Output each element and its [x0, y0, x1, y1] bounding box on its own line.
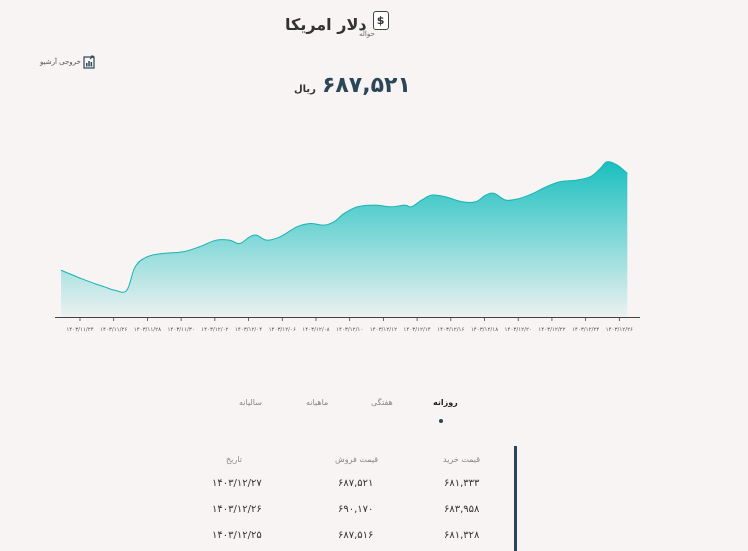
x-tick-label: ۱۴۰۳/۱۲/۰۶: [269, 327, 296, 333]
x-tick-label: ۱۴۰۳/۱۲/۱۲: [370, 327, 397, 333]
file-chart-icon: [83, 55, 95, 69]
page-subtitle: حواله: [359, 30, 375, 38]
row-1-date: ۱۴۰۳/۱۲/۲۷: [212, 478, 262, 489]
x-tick-label: ۱۴۰۳/۱۱/۲۴: [66, 327, 93, 333]
row-1-sell: ۶۸۷,۵۲۱: [338, 478, 374, 489]
x-tick-label: ۱۴۰۳/۱۲/۱۸: [471, 327, 498, 333]
dollar-sign-icon: $: [372, 11, 389, 30]
x-tick-label: ۱۴۰۳/۱۱/۲۶: [100, 327, 127, 333]
price-area-chart: ۱۴۰۳/۱۱/۲۴ ۱۴۰۳/۱۱/۲۶ ۱۴۰۳/۱۱/۲۸ ۱۴۰۳/۱۱/۳۰…: [55, 161, 640, 333]
x-tick-label: ۱۴۰۳/۱۲/۲۲: [538, 327, 565, 333]
x-tick-label: ۱۴۰۳/۱۲/۱۶: [437, 327, 464, 333]
row-3-date: ۱۴۰۳/۱۲/۲۵: [212, 530, 262, 541]
x-tick-label: ۱۴۰۳/۱۱/۲۸: [134, 327, 161, 333]
x-tick-label: ۱۴۰۳/۱۲/۰۸: [302, 327, 329, 333]
row-2-sell: ۶۹۰,۱۷۰: [338, 504, 374, 515]
x-tick-label: ۱۴۰۳/۱۲/۰۲: [201, 327, 228, 333]
x-tick-label: ۱۴۰۳/۱۲/۱۰: [336, 327, 363, 333]
page-title: دلار امریکا: [285, 15, 367, 34]
x-tick-label: ۱۴۰۳/۱۱/۳۰: [167, 327, 194, 333]
x-tick-label: ۱۴۰۳/۱۲/۱۴: [403, 327, 430, 333]
x-tick-label: ۱۴۰۳/۱۲/۲۰: [505, 327, 532, 333]
chart-series-line: [60, 161, 628, 293]
header-buy: قیمت خرید: [443, 455, 481, 464]
row-2-buy: ۶۸۳,۹۵۸: [444, 504, 480, 515]
table-scrollbar[interactable]: [514, 446, 517, 551]
tab-daily[interactable]: روزانه: [433, 398, 458, 407]
row-1-buy: ۶۸۱,۳۳۳: [444, 478, 480, 489]
export-archive-button[interactable]: خروجی آرشیو: [40, 55, 95, 69]
header-sell: قیمت فروش: [335, 455, 379, 464]
x-tick-label: ۱۴۰۳/۱۲/۰۴: [235, 327, 262, 333]
price-unit: ریال: [294, 84, 316, 95]
tab-yearly[interactable]: سالیانه: [239, 398, 262, 407]
row-3-sell: ۶۸۷,۵۱۶: [338, 530, 374, 541]
period-tabs: سالیانه ماهیانه هفتگی روزانه: [230, 398, 470, 430]
active-tab-indicator: [439, 419, 443, 423]
price-value: ۶۸۷,۵۲۱: [321, 73, 411, 98]
current-price: ۶۸۷,۵۲۱ ریال: [294, 73, 411, 98]
row-3-buy: ۶۸۱,۳۲۸: [444, 530, 480, 541]
x-tick-label: ۱۴۰۳/۱۲/۲۶: [606, 327, 633, 333]
currency-title: $ دلار امریکا: [285, 11, 389, 34]
row-2-date: ۱۴۰۳/۱۲/۲۶: [212, 504, 262, 515]
chart-area-fill: [61, 161, 628, 317]
header-date: تاریخ: [226, 455, 242, 464]
export-label: خروجی آرشیو: [40, 58, 81, 66]
tab-monthly[interactable]: ماهیانه: [306, 398, 329, 407]
x-tick-label: ۱۴۰۳/۱۲/۲۴: [572, 327, 599, 333]
tab-weekly[interactable]: هفتگی: [371, 398, 393, 407]
